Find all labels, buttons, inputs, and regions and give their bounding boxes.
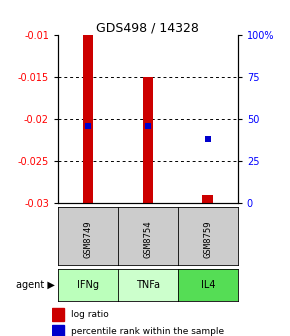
Text: GSM8759: GSM8759: [203, 220, 212, 258]
Text: percentile rank within the sample: percentile rank within the sample: [71, 327, 224, 336]
Bar: [202, 195, 213, 203]
Title: GDS498 / 14328: GDS498 / 14328: [97, 21, 199, 34]
Bar: [83, 35, 93, 203]
Text: GSM8749: GSM8749: [84, 220, 93, 258]
Bar: [142, 77, 153, 203]
Text: GSM8754: GSM8754: [143, 220, 153, 258]
Text: log ratio: log ratio: [71, 310, 109, 319]
Bar: [52, 308, 64, 321]
Text: TNFa: TNFa: [136, 280, 160, 290]
Bar: [52, 325, 64, 336]
Text: agent ▶: agent ▶: [16, 280, 55, 290]
Text: IL4: IL4: [201, 280, 215, 290]
Text: IFNg: IFNg: [77, 280, 99, 290]
